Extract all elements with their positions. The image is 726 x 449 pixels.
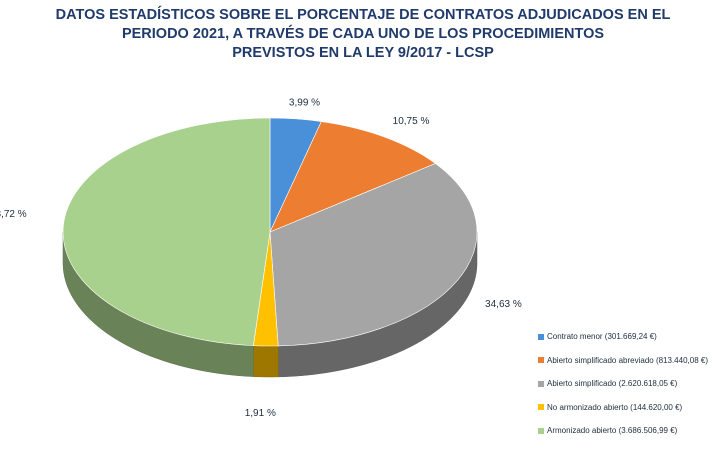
- pie-percentage-labels: 3,99 % 10,75 % 34,63 % 1,91 % 48,72 %: [0, 98, 522, 419]
- legend-label: Abierto simplificado (2.620.618,05 €): [547, 379, 678, 388]
- legend-swatch: [538, 333, 544, 340]
- legend-swatch: [538, 404, 544, 410]
- legend-item: Armonizado abierto (3.686.506,99 €): [538, 425, 724, 436]
- pie-label-1: 3,99 %: [289, 98, 320, 109]
- chart-title-line-2: PERIODO 2021, A TRAVÉS DE CADA UNO DE LO…: [121, 26, 605, 42]
- legend: Contrato menor (301.669,24 €) Abierto sim…: [538, 331, 724, 449]
- pie-slice-3: [269, 163, 478, 347]
- legend-item: Abierto simplificado abreviado (813.440,…: [538, 355, 724, 366]
- pie-label-2: 10,75 %: [393, 116, 430, 127]
- chart-title: DATOS ESTADÍSTICOS SOBRE EL PORCENTAJE D…: [0, 6, 726, 63]
- pie-label-3: 34,63 %: [485, 299, 522, 310]
- chart-title-line-1: DATOS ESTADÍSTICOS SOBRE EL PORCENTAJE D…: [55, 7, 671, 23]
- pie-label-5: 48,72 %: [0, 209, 27, 220]
- pie-wall-4: [253, 345, 279, 378]
- legend-label: Armonizado abierto (3.686.506,99 €): [547, 426, 678, 435]
- legend-swatch: [538, 357, 544, 363]
- legend-swatch: [538, 380, 544, 387]
- legend-swatch: [538, 427, 544, 434]
- pie-slice-5: [62, 117, 271, 346]
- legend-item: No armonizado abierto (144.620,00 €): [538, 402, 724, 413]
- pie-top-slices: [62, 117, 478, 347]
- legend-item: Contrato menor (301.669,24 €): [538, 331, 724, 342]
- legend-label: Abierto simplificado abreviado (813.440,…: [547, 355, 708, 365]
- legend-label: Contrato menor (301.669,24 €): [547, 332, 657, 341]
- pie-label-4: 1,91 %: [245, 408, 276, 419]
- legend-item: Abierto simplificado (2.620.618,05 €): [538, 378, 724, 389]
- pie-slice-2: [269, 121, 437, 233]
- legend-label: No armonizado abierto (144.620,00 €): [547, 402, 683, 412]
- chart-title-line-3: PREVISTOS EN LA LEY 9/2017 - LCSP: [232, 45, 494, 61]
